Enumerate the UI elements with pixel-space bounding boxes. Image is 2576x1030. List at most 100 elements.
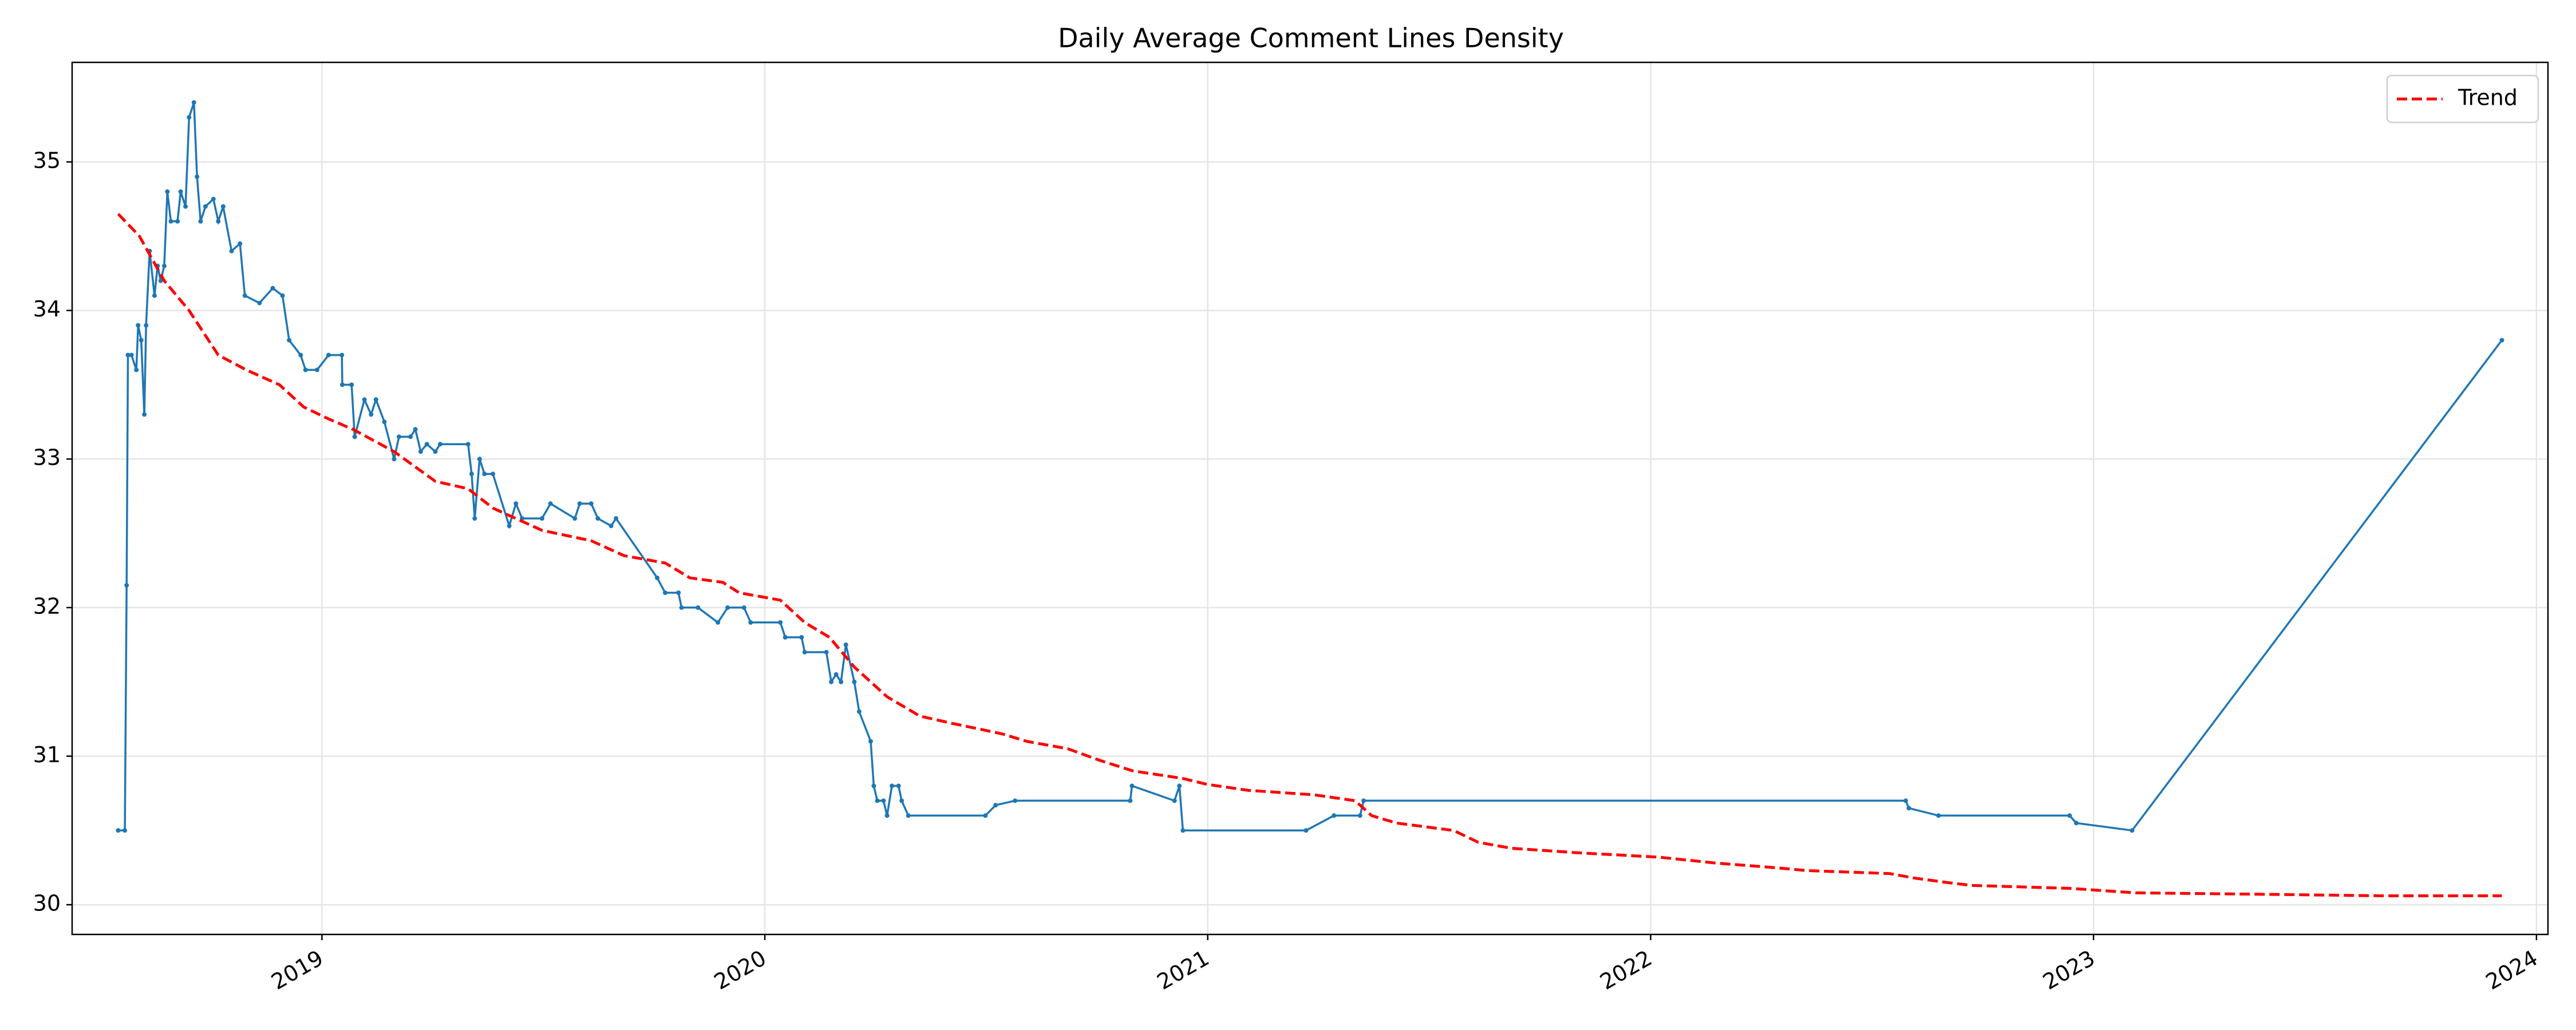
y-tick-label: 34: [33, 296, 61, 322]
data-point: [868, 739, 873, 744]
data-point: [139, 338, 144, 343]
data-point: [465, 442, 471, 447]
data-point: [2129, 828, 2135, 833]
chart-title: Daily Average Comment Lines Density: [1058, 23, 1564, 54]
data-point: [134, 367, 139, 373]
data-point: [993, 803, 998, 808]
legend-label: Trend: [2458, 85, 2518, 110]
data-point: [1332, 813, 1337, 818]
data-point: [287, 338, 292, 343]
data-point: [572, 516, 578, 521]
data-point: [433, 449, 438, 454]
data-point: [539, 516, 544, 521]
data-point: [609, 524, 614, 529]
data-point: [983, 813, 988, 818]
data-point: [242, 293, 247, 298]
data-point: [477, 457, 482, 462]
data-point: [144, 323, 149, 328]
data-point: [482, 472, 487, 477]
data-point: [829, 679, 834, 684]
data-point: [1361, 798, 1366, 803]
data-point: [725, 605, 730, 610]
data-point: [165, 189, 170, 194]
data-point: [437, 442, 442, 447]
data-point: [187, 115, 192, 120]
data-point: [191, 100, 196, 105]
data-point: [843, 642, 848, 647]
data-point: [824, 649, 829, 655]
data-point: [799, 635, 804, 640]
data-point: [136, 323, 141, 328]
y-tick-label: 33: [33, 445, 61, 470]
data-point: [175, 219, 180, 224]
data-point: [314, 367, 319, 373]
line-series: [117, 213, 2502, 897]
data-point: [203, 204, 208, 209]
data-point: [183, 204, 188, 209]
data-point: [856, 709, 862, 714]
data-point: [2499, 338, 2504, 343]
data-point: [2067, 813, 2072, 818]
data-point: [362, 397, 367, 402]
data-point: [216, 219, 221, 224]
data-point: [303, 367, 308, 373]
data-point: [124, 583, 129, 588]
data-point: [2074, 821, 2079, 826]
data-point: [676, 590, 681, 595]
plot-frame: [71, 61, 2549, 936]
line-series: [118, 102, 2503, 832]
data-point: [142, 412, 147, 417]
data-point: [1903, 798, 1909, 803]
data-point: [418, 449, 423, 454]
data-point: [396, 434, 401, 439]
data-point: [875, 798, 880, 803]
data-point: [195, 174, 200, 179]
data-point: [884, 813, 890, 818]
data-point: [326, 352, 331, 358]
data-point: [1357, 813, 1362, 818]
data-point: [748, 620, 753, 625]
data-point: [198, 219, 203, 224]
data-point: [116, 828, 121, 833]
data-point: [229, 248, 234, 253]
data-point: [469, 472, 474, 477]
data-point: [349, 382, 354, 387]
data-point: [280, 293, 285, 298]
data-point: [614, 516, 619, 521]
data-point: [1129, 783, 1135, 789]
data-point: [339, 382, 345, 387]
data-point: [655, 575, 660, 580]
data-point: [257, 300, 262, 306]
data-point: [413, 427, 418, 432]
data-point: [339, 352, 345, 358]
data-point: [1013, 798, 1018, 803]
data-point: [783, 635, 788, 640]
data-point: [161, 263, 167, 268]
data-point: [408, 434, 413, 439]
data-point: [662, 590, 667, 595]
data-point: [369, 412, 374, 417]
data-point: [220, 204, 226, 209]
data-point: [270, 286, 275, 291]
data-point: [298, 352, 303, 358]
data-point: [577, 501, 582, 506]
data-point: [906, 813, 911, 818]
data-point: [1936, 813, 1941, 818]
data-point: [896, 783, 901, 789]
data-point: [881, 798, 886, 803]
data-point: [129, 352, 134, 358]
data-point: [588, 501, 594, 506]
data-point: [839, 679, 844, 684]
y-tick-label: 32: [33, 593, 61, 619]
data-point: [123, 828, 128, 833]
data-point: [513, 501, 519, 506]
data-point: [178, 189, 183, 194]
data-point: [472, 516, 477, 521]
data-point: [696, 605, 701, 610]
data-point: [125, 352, 131, 358]
data-point: [1177, 783, 1182, 789]
data-point: [491, 472, 496, 477]
legend-box: [2386, 74, 2539, 124]
